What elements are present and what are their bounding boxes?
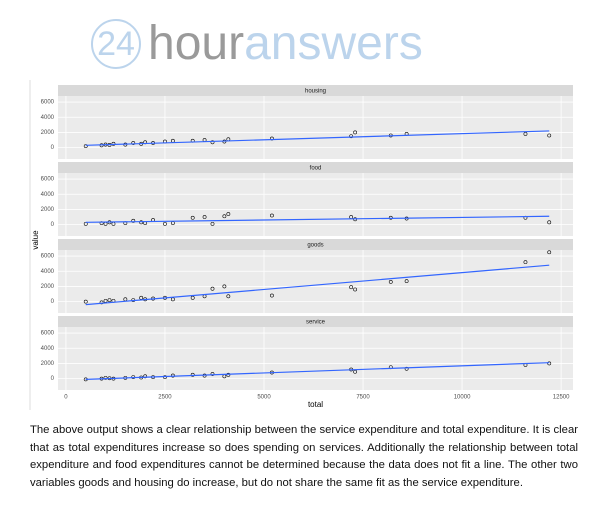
x-tick-label: 0 (64, 395, 68, 401)
x-tick-label: 10000 (454, 395, 471, 401)
point (523, 132, 528, 136)
point (83, 299, 88, 304)
y-tick-label: 0 (51, 376, 55, 382)
point (210, 372, 215, 376)
strip (58, 316, 573, 327)
facet-title: service (306, 320, 326, 326)
point (99, 300, 104, 305)
point (523, 260, 528, 265)
logo-word2: answers (244, 17, 423, 70)
y-tick-label: 4000 (41, 115, 55, 121)
fit-line (85, 362, 550, 380)
fit-line (85, 264, 550, 306)
point (202, 215, 207, 219)
point (353, 287, 358, 292)
point (143, 374, 148, 379)
point (349, 285, 354, 290)
point (388, 279, 393, 284)
point (190, 372, 195, 377)
point (222, 284, 227, 289)
point (139, 220, 144, 225)
paragraph: The above output shows a clear relations… (30, 424, 578, 489)
x-tick-label: 12500 (553, 395, 570, 401)
y-tick-label: 0 (51, 299, 55, 305)
facet-title: food (310, 166, 322, 172)
strip (58, 85, 573, 96)
point (131, 218, 136, 223)
point (163, 221, 167, 226)
point (222, 214, 227, 219)
point (83, 144, 88, 148)
point (210, 140, 215, 145)
strip (58, 239, 573, 250)
x-tick-label: 7500 (356, 395, 370, 401)
point (547, 220, 552, 225)
point (190, 295, 195, 300)
logo-word1: hour (148, 17, 244, 70)
x-tick-label: 2500 (158, 395, 172, 401)
point (111, 141, 116, 146)
facet-title: housing (305, 89, 326, 95)
point (210, 286, 215, 291)
point (270, 213, 274, 218)
point (226, 212, 231, 216)
point (103, 375, 108, 380)
point (349, 134, 354, 139)
point (210, 221, 215, 226)
y-tick-label: 2000 (41, 130, 55, 136)
y-tick-label: 6000 (41, 177, 55, 183)
panel (58, 327, 573, 390)
y-tick-label: 4000 (41, 269, 55, 275)
fit-line (85, 130, 550, 146)
point (270, 293, 274, 298)
point (547, 133, 552, 138)
y-tick-label: 6000 (41, 100, 55, 106)
panel (58, 250, 573, 313)
panel (58, 96, 573, 159)
point (107, 298, 112, 302)
y-tick-label: 4000 (41, 346, 55, 352)
x-tick-label: 5000 (257, 395, 271, 401)
y-tick-label: 6000 (41, 254, 55, 260)
chart: 24 houranswers housing0200040006000value… (29, 17, 573, 410)
y-tick-label: 4000 (41, 192, 55, 198)
y-axis-label: value (31, 230, 40, 250)
y-tick-label: 0 (51, 145, 55, 151)
point (190, 215, 195, 220)
point (404, 279, 409, 284)
y-tick-label: 2000 (41, 284, 55, 290)
y-tick-label: 0 (51, 222, 55, 228)
point (131, 141, 136, 145)
x-axis-label: total (308, 400, 323, 409)
point (226, 294, 231, 299)
y-tick-label: 6000 (41, 331, 55, 337)
point (404, 366, 409, 371)
point (353, 130, 358, 135)
facet-title: goods (307, 243, 323, 249)
y-tick-label: 2000 (41, 207, 55, 213)
point (547, 250, 552, 255)
logo-circle (91, 19, 141, 69)
logo-word: houranswers (148, 17, 423, 70)
logo-number: 24 (97, 25, 135, 63)
panel (58, 173, 573, 236)
point (99, 221, 104, 225)
point (547, 361, 552, 366)
strip (58, 162, 573, 173)
fit-line (85, 215, 550, 223)
y-tick-label: 2000 (41, 361, 55, 367)
